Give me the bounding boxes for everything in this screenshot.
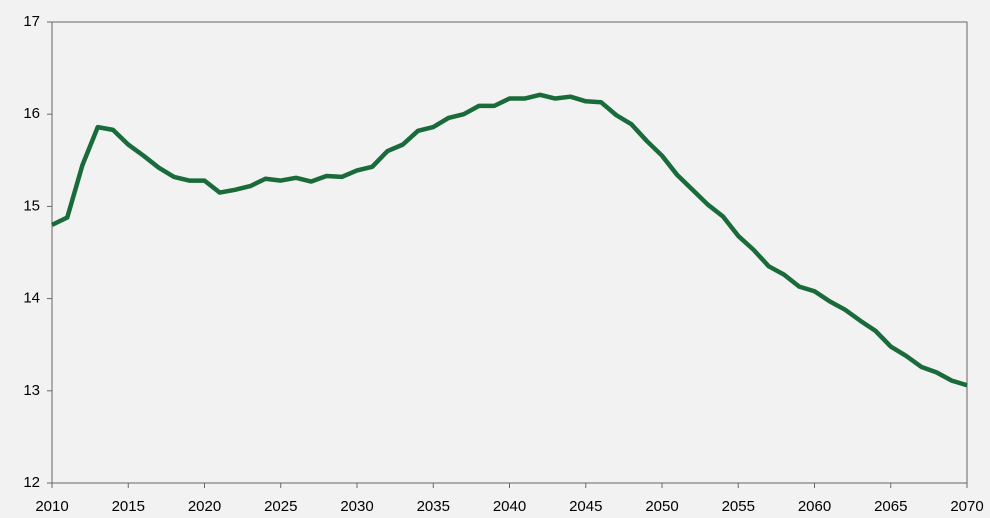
line [51, 92, 968, 388]
x-tick-label: 2035 [417, 498, 450, 515]
x-tick-label: 2050 [645, 498, 678, 515]
y-tick-label: 17 [23, 13, 40, 30]
x-tick-label: 2010 [35, 498, 68, 515]
y-tick-label: 13 [23, 382, 40, 399]
x-tick-label: 2025 [264, 498, 297, 515]
x-tick-label: 2070 [950, 498, 983, 515]
x-tick-label: 2065 [874, 498, 907, 515]
x-tick-label: 2055 [722, 498, 755, 515]
x-tick-label: 2030 [340, 498, 373, 515]
x-tick-label: 2020 [188, 498, 221, 515]
plot-frame [51, 21, 968, 484]
x-tick-label: 2040 [493, 498, 526, 515]
x-tick-label: 2060 [798, 498, 831, 515]
x-tick-label: 2015 [112, 498, 145, 515]
y-tick-label: 15 [23, 197, 40, 214]
y-tick-label: 16 [23, 105, 40, 122]
y-tick-label: 14 [23, 290, 40, 307]
x-tick-label: 2045 [569, 498, 602, 515]
y-tick-label: 12 [23, 474, 40, 491]
